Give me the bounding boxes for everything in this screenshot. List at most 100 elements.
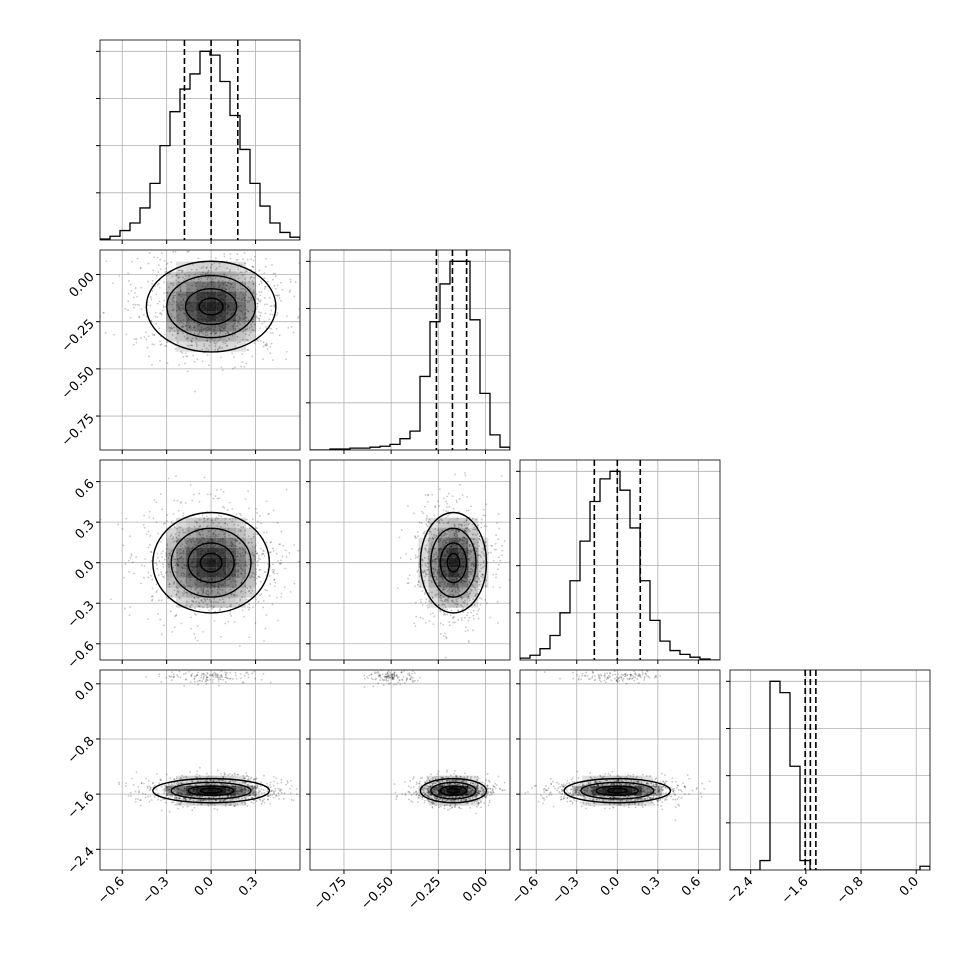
scatter-point <box>170 786 173 789</box>
scatter-point <box>128 570 131 573</box>
contour-line <box>152 511 271 614</box>
density-cell <box>206 301 217 312</box>
scatter-point <box>427 606 429 609</box>
density-cell <box>216 587 227 598</box>
density-cell <box>236 301 247 312</box>
scatter-point <box>460 524 463 527</box>
scatter-point-outlier <box>220 670 223 672</box>
scatter-point <box>247 778 250 781</box>
density-cell <box>176 577 187 588</box>
scatter-point <box>130 553 133 556</box>
scatter-point <box>229 779 232 782</box>
scatter-point <box>138 316 141 319</box>
scatter-point <box>478 578 481 581</box>
scatter-point <box>150 551 153 554</box>
scatter-point <box>207 593 209 596</box>
scatter-point <box>203 343 206 345</box>
scatter-point <box>141 792 144 795</box>
scatter-point <box>245 333 247 336</box>
scatter-point <box>427 520 430 523</box>
scatter-point <box>259 327 262 330</box>
scatter-point <box>250 801 253 804</box>
scatter-point <box>244 262 246 265</box>
scatter-point <box>214 332 217 335</box>
scatter-point <box>439 610 442 613</box>
scatter-point <box>220 779 223 781</box>
scatter-point <box>159 359 161 362</box>
scatter-point-outlier <box>217 680 220 683</box>
contour-line <box>184 288 238 326</box>
scatter-point <box>209 592 212 595</box>
scatter-point <box>190 616 192 619</box>
scatter-point <box>231 325 234 328</box>
scatter-point <box>244 498 247 500</box>
scatter-point <box>240 581 243 584</box>
scatter-point <box>211 331 213 334</box>
scatter-point <box>434 528 437 530</box>
scatter-point <box>477 564 480 567</box>
scatter-point <box>417 548 420 551</box>
density-cell <box>226 281 237 292</box>
scatter-point <box>218 497 221 500</box>
density-cell <box>186 577 197 588</box>
scatter-point <box>166 793 168 796</box>
scatter-point <box>237 568 240 571</box>
scatter-point <box>276 295 279 297</box>
scatter-point <box>158 286 161 289</box>
scatter-point <box>189 579 192 582</box>
scatter-point <box>465 509 468 512</box>
scatter-point <box>246 348 249 351</box>
scatter-point <box>238 542 241 544</box>
scatter-point <box>251 280 254 283</box>
scatter-point <box>467 593 470 596</box>
scatter-point <box>262 345 265 348</box>
scatter-point <box>210 779 213 782</box>
scatter-point <box>221 505 224 508</box>
scatter-point <box>184 799 187 802</box>
y-tick-label: −0.50 <box>59 364 98 403</box>
scatter-point <box>264 265 267 268</box>
scatter-point <box>288 291 291 293</box>
scatter-point <box>207 594 210 596</box>
scatter-point <box>246 310 249 313</box>
scatter-point <box>461 494 464 496</box>
density-cell <box>216 537 227 548</box>
scatter-point <box>175 796 178 799</box>
scatter-point <box>253 791 255 793</box>
scatter-point <box>251 545 254 548</box>
scatter-point <box>201 529 204 532</box>
scatter-point <box>258 787 260 790</box>
scatter-point <box>233 366 236 369</box>
scatter-point <box>230 540 233 543</box>
scatter-point-outlier <box>229 677 231 680</box>
scatter-point <box>180 552 183 555</box>
scatter-point <box>439 594 442 597</box>
scatter-point <box>197 591 200 594</box>
scatter-point <box>233 805 236 807</box>
scatter-point <box>180 777 183 780</box>
scatter-point <box>170 326 173 329</box>
scatter-point <box>476 555 479 557</box>
scatter-point <box>457 524 460 526</box>
scatter-point <box>134 790 137 793</box>
density-cell <box>216 291 227 302</box>
scatter-point <box>205 590 208 593</box>
scatter-point <box>212 780 215 783</box>
scatter-point <box>258 791 261 794</box>
scatter-point <box>164 789 167 791</box>
scatter-point <box>440 535 443 538</box>
scatter-point <box>468 580 471 583</box>
scatter-point <box>292 331 295 334</box>
scatter-point <box>252 554 255 557</box>
scatter-point <box>447 596 450 599</box>
scatter-point <box>154 285 156 287</box>
scatter-point <box>175 594 178 597</box>
scatter-point <box>467 509 470 512</box>
scatter-point <box>204 600 207 602</box>
scatter-point <box>249 331 252 334</box>
scatter-point <box>192 795 195 798</box>
scatter-point <box>189 606 192 609</box>
scatter-point-outlier <box>176 674 179 676</box>
scatter-point <box>127 272 130 275</box>
